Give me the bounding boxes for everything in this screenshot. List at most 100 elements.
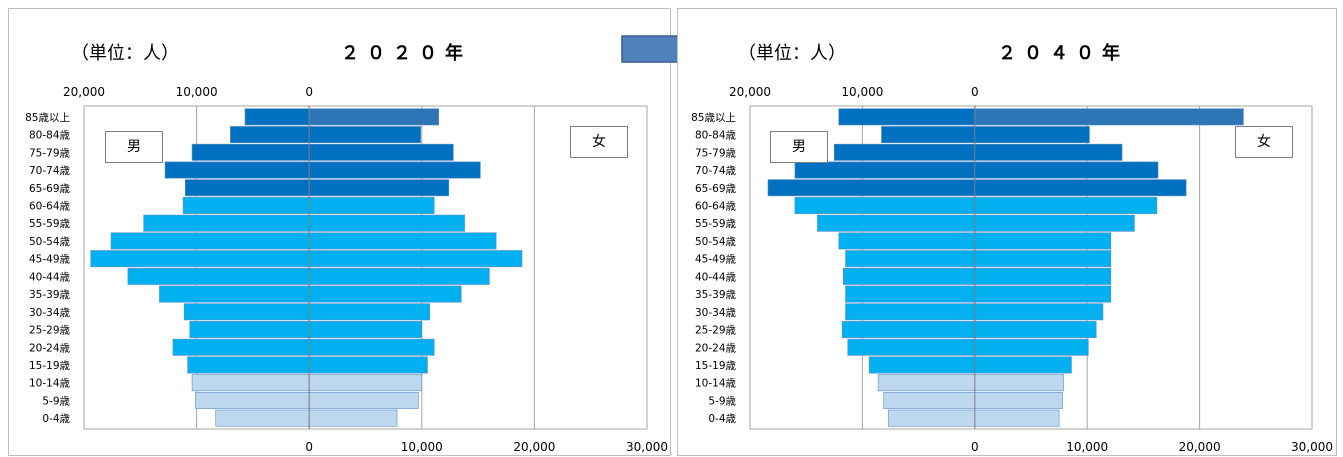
age-group-label: 30-34歳: [695, 307, 737, 319]
bar-male: [195, 391, 310, 409]
bar-female: [974, 232, 1112, 250]
bar-male: [183, 303, 310, 321]
bottom-tick-label: 20,000: [1179, 440, 1221, 454]
age-group-label: 85歳以上: [25, 112, 70, 124]
bottom-tick-label: 30,000: [1291, 440, 1333, 454]
bar-female: [308, 321, 423, 338]
age-group-label: 35-39歳: [29, 289, 71, 301]
age-group-label: 20-24歳: [695, 342, 737, 354]
age-group-label: 55-59歳: [695, 218, 737, 230]
bar-male: [164, 161, 310, 179]
age-group-label: 35-39歳: [695, 289, 737, 301]
top-tick-label: 10,000: [176, 85, 218, 99]
bar-male: [794, 161, 976, 179]
bar-male: [159, 285, 310, 303]
age-group-label: 20-24歳: [29, 342, 71, 354]
age-group-label: 65-69歳: [29, 183, 71, 195]
bar-female: [308, 409, 398, 427]
bar-female: [308, 108, 439, 126]
top-tick-label: 20,000: [729, 85, 771, 99]
bar-female: [974, 285, 1112, 303]
legend-female: 女: [570, 126, 628, 158]
bottom-tick-label: 20,000: [513, 440, 555, 454]
bar-female: [974, 250, 1112, 268]
age-group-label: 50-54歳: [29, 236, 71, 248]
age-group-label: 85歳以上: [691, 112, 736, 124]
unit-label: （単位：人）: [71, 43, 179, 64]
bottom-tick-label: 30,000: [626, 440, 668, 454]
bar-male: [143, 214, 310, 232]
age-group-label: 80-84歳: [695, 130, 737, 142]
bar-male: [845, 250, 976, 268]
bar-male: [191, 143, 310, 161]
age-group-label: 0-4歳: [42, 413, 70, 425]
pyramid-chart-2020: 30,00020,00010,0000010,00020,00030,00085…: [25, 85, 668, 454]
bar-male: [841, 321, 976, 338]
bar-male: [767, 179, 976, 197]
bar-female: [308, 391, 419, 409]
age-group-label: 30-34歳: [29, 307, 71, 319]
bar-male: [230, 126, 310, 144]
age-group-label: 75-79歳: [29, 147, 71, 159]
chart-title: ２０２０年: [341, 43, 471, 64]
bar-male: [838, 232, 976, 250]
chart-title: ２０４０年: [998, 43, 1128, 64]
bar-female: [974, 179, 1187, 197]
plot-area: [749, 105, 1313, 430]
bar-female: [308, 179, 450, 197]
bar-female: [308, 197, 435, 214]
bar-male: [834, 143, 976, 161]
bar-female: [974, 267, 1112, 285]
bar-female: [974, 321, 1097, 338]
bar-female: [308, 250, 523, 268]
age-group-label: 10-14歳: [29, 378, 71, 390]
plot-area: [83, 105, 648, 430]
age-group-label: 5-9歳: [708, 395, 736, 407]
age-group-label: 40-44歳: [29, 271, 71, 283]
bar-male: [182, 197, 310, 214]
bar-male: [215, 409, 310, 427]
bar-female: [974, 356, 1072, 374]
age-group-label: 65-69歳: [695, 183, 737, 195]
bar-male: [845, 285, 976, 303]
bar-female: [974, 161, 1159, 179]
bar-female: [308, 232, 497, 250]
age-group-label: 50-54歳: [695, 236, 737, 248]
bar-male: [842, 267, 976, 285]
bar-male: [110, 232, 310, 250]
age-group-label: 55-59歳: [29, 218, 71, 230]
bar-female: [974, 108, 1244, 126]
age-group-label: 10-14歳: [695, 378, 737, 390]
top-tick-label: 0: [971, 85, 979, 99]
age-group-label: 80-84歳: [29, 130, 71, 142]
bar-female: [308, 126, 421, 144]
bar-male: [817, 214, 976, 232]
top-tick-label: 20,000: [63, 85, 105, 99]
legend-female: 女: [1235, 126, 1293, 158]
age-group-label: 40-44歳: [695, 271, 737, 283]
bar-female: [308, 338, 435, 356]
bar-male: [838, 108, 976, 126]
bar-female: [974, 214, 1135, 232]
legend-male: 男: [105, 131, 163, 163]
bar-female: [308, 143, 454, 161]
bar-female: [308, 285, 462, 303]
age-group-label: 25-29歳: [29, 325, 71, 337]
bar-male: [90, 250, 310, 268]
age-group-label: 15-19歳: [29, 360, 71, 372]
age-group-label: 45-49歳: [695, 254, 737, 266]
bottom-tick-label: 0: [971, 440, 979, 454]
bar-female: [308, 374, 423, 392]
bar-male: [187, 356, 310, 374]
bar-male: [191, 374, 310, 392]
bottom-tick-label: 10,000: [1066, 440, 1108, 454]
pyramid-panel-2020: （単位：人） ２０２０年 30,000 20,000 10,000 0 0 10,000 2…: [8, 8, 671, 456]
bar-female: [974, 303, 1104, 321]
age-group-label: 70-74歳: [29, 165, 71, 177]
bottom-tick-label: 0: [305, 440, 313, 454]
pyramid-chart-2040: 30,00020,00010,0000010,00020,00030,00085…: [691, 85, 1333, 454]
top-tick-label: 0: [305, 85, 313, 99]
bar-male: [881, 126, 976, 144]
unit-label: （単位：人）: [738, 43, 846, 64]
age-group-label: 70-74歳: [695, 165, 737, 177]
